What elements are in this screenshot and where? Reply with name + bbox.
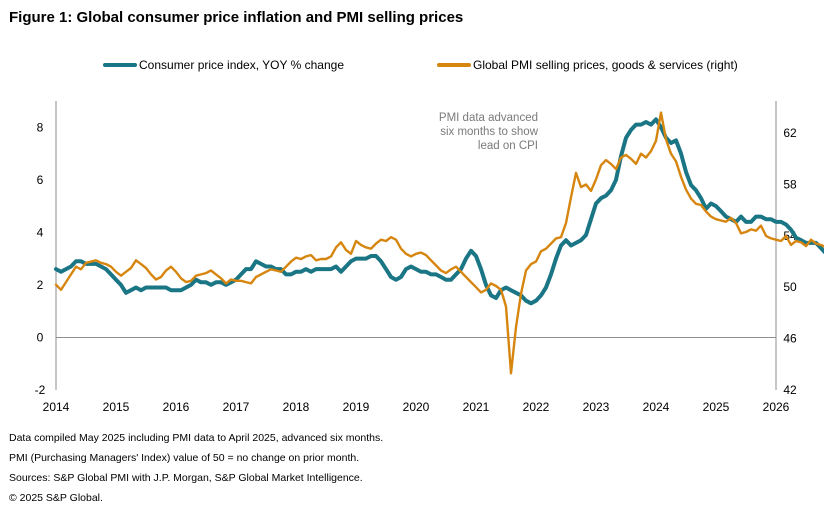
footnote-line: © 2025 S&P Global.	[9, 492, 103, 504]
x-tick-label: 2023	[583, 400, 610, 414]
footnotes: Data compiled May 2025 including PMI dat…	[9, 428, 383, 508]
footnote-line: Data compiled May 2025 including PMI dat…	[9, 432, 384, 444]
x-tick-label: 2019	[343, 400, 370, 414]
footnote-line: PMI (Purchasing Managers' Index) value o…	[9, 452, 360, 464]
y-right-tick-label: 62	[783, 126, 797, 140]
legend-item-cpi: Consumer price index, YOY % change	[103, 58, 344, 72]
x-tick-label: 2022	[523, 400, 550, 414]
legend-item-pmi: Global PMI selling prices, goods & servi…	[437, 58, 738, 72]
x-tick-label: 2026	[763, 400, 790, 414]
x-tick-label: 2018	[283, 400, 310, 414]
legend-label-cpi: Consumer price index, YOY % change	[139, 58, 345, 72]
x-tick-label: 2020	[403, 400, 430, 414]
legend-label-pmi: Global PMI selling prices, goods & servi…	[473, 58, 738, 72]
y-right-tick-label: 50	[783, 280, 797, 294]
y-left-tick-label: 6	[37, 173, 44, 187]
y-left-tick-label: 8	[37, 120, 44, 134]
x-tick-label: 2017	[223, 400, 250, 414]
y-left-tick-label: 2	[37, 278, 44, 292]
footnote-line: Sources: S&P Global PMI with J.P. Morgan…	[9, 472, 363, 484]
figure-title: Figure 1: Global consumer price inflatio…	[9, 9, 464, 26]
annotation-line: six months to show	[440, 126, 538, 138]
y-left-tick-label: -2	[35, 383, 46, 397]
y-right-tick-label: 58	[783, 177, 797, 191]
x-tick-label: 2015	[103, 400, 130, 414]
y-left-tick-label: 4	[37, 225, 44, 239]
x-tick-label: 2016	[163, 400, 190, 414]
legend-swatch-pmi	[437, 63, 471, 67]
legend-swatch-cpi	[103, 63, 137, 67]
x-tick-label: 2024	[643, 400, 670, 414]
x-tick-label: 2021	[463, 400, 490, 414]
cpi-series-line	[54, 117, 824, 306]
y-left-tick-label: 0	[37, 330, 44, 344]
annotation-line: lead on CPI	[478, 140, 538, 152]
y-right-tick-label: 46	[783, 332, 797, 346]
annotation-line: PMI data advanced	[439, 112, 538, 124]
x-tick-label: 2025	[703, 400, 730, 414]
y-right-tick-label: 42	[783, 383, 797, 397]
pmi-series-line	[54, 111, 824, 375]
x-tick-label: 2014	[43, 400, 70, 414]
